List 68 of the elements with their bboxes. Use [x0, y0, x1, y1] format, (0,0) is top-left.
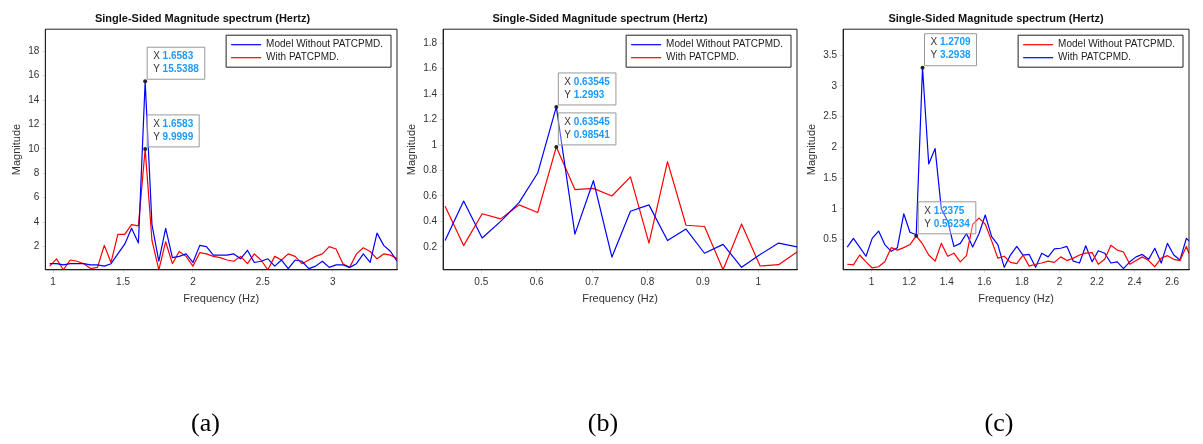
legend-label: With PATCPMD. [1058, 51, 1132, 63]
y-tick-label: 1.8 [423, 36, 438, 48]
y-tick-label: 1.5 [823, 171, 838, 183]
x-axis-title: Frequency (Hz) [582, 292, 658, 305]
annotation: X 0.63545 Y 1.2993 [564, 75, 611, 100]
y-tick-label: 2 [33, 240, 40, 252]
annotation: X 0.63545 Y 0.98541 [564, 115, 611, 140]
x-tick-label: 0.7 [585, 275, 600, 287]
text: (a) [190, 408, 221, 438]
x-tick-label: 1 [50, 275, 57, 287]
y-axis-title: Magnitude [804, 123, 817, 176]
y-tick-label: 2 [831, 141, 838, 153]
x-tick-label: 0.5 [474, 275, 489, 287]
x-tick-label: 2.4 [1127, 275, 1142, 287]
y-tick-label: 1 [831, 202, 838, 214]
x-axis-title: Frequency (Hz) [978, 292, 1054, 305]
chart-title: Single-Sided Magnitude spectrum (Hertz) [888, 11, 1104, 24]
y-tick-label: 8 [33, 167, 40, 179]
y-tick-label: 0.6 [423, 189, 438, 201]
x-tick-label: 2.2 [1090, 275, 1105, 287]
chart-title: Single-Sided Magnitude spectrum (Hertz) [94, 11, 311, 24]
y-tick-label: 2.5 [823, 110, 838, 122]
y-axis-title: Magnitude [404, 123, 417, 176]
y-tick-label: 1.2 [423, 113, 438, 125]
text: (c) [983, 408, 1015, 438]
annotation: X 1.6583 Y 9.9999 [153, 117, 194, 142]
y-tick-label: 16 [28, 69, 40, 81]
legend-label: With PATCPMD. [266, 51, 340, 63]
x-tick-label: 3 [329, 275, 336, 287]
y-tick-label: 14 [28, 93, 40, 105]
x-tick-label: 2 [1056, 275, 1063, 287]
y-tick-label: 3.5 [823, 48, 838, 60]
x-tick-label: 0.6 [529, 275, 545, 287]
y-tick-label: 1 [431, 138, 438, 150]
x-tick-label: 1 [868, 275, 875, 287]
y-tick-label: 0.4 [423, 215, 438, 227]
legend-label: With PATCPMD. [666, 51, 740, 63]
text: (b) [586, 408, 620, 438]
y-tick-label: 1.4 [423, 87, 438, 99]
x-tick-label: 1.4 [939, 275, 955, 287]
x-tick-label: 2.5 [255, 275, 271, 287]
x-axis-title: Frequency (Hz) [183, 292, 260, 305]
x-tick-label: 1.6 [977, 275, 992, 287]
y-tick-label: 3 [831, 79, 838, 91]
x-tick-label: 1 [755, 275, 762, 287]
y-tick-label: 6 [33, 191, 40, 203]
annotation: X 1.6583 Y 15.5388 [153, 49, 200, 74]
y-tick-label: 18 [28, 44, 40, 56]
legend-label: Model Without PATCPMD. [1058, 38, 1176, 50]
y-tick-label: 10 [28, 142, 40, 154]
y-tick-label: 4 [33, 215, 40, 227]
x-tick-label: 2 [190, 275, 197, 287]
x-tick-label: 0.9 [695, 275, 711, 287]
legend-label: Model Without PATCPMD. [666, 38, 784, 50]
chart-title: Single-Sided Magnitude spectrum (Hertz) [492, 11, 708, 24]
x-tick-label: 1.8 [1014, 275, 1030, 287]
x-tick-label: 1.5 [116, 275, 131, 287]
y-tick-label: 12 [28, 118, 40, 130]
y-tick-label: 0.2 [423, 240, 438, 252]
x-tick-label: 0.8 [640, 275, 655, 287]
y-tick-label: 0.8 [423, 164, 438, 176]
legend-label: Model Without PATCPMD. [266, 38, 384, 50]
y-axis-title: Magnitude [9, 123, 22, 176]
y-tick-label: 0.5 [823, 233, 838, 245]
annotation: X 1.2709 Y 3.2938 [930, 36, 971, 61]
y-tick-label: 1.6 [423, 62, 438, 74]
x-tick-label: 1.2 [902, 275, 917, 287]
x-tick-label: 2.6 [1165, 275, 1180, 287]
